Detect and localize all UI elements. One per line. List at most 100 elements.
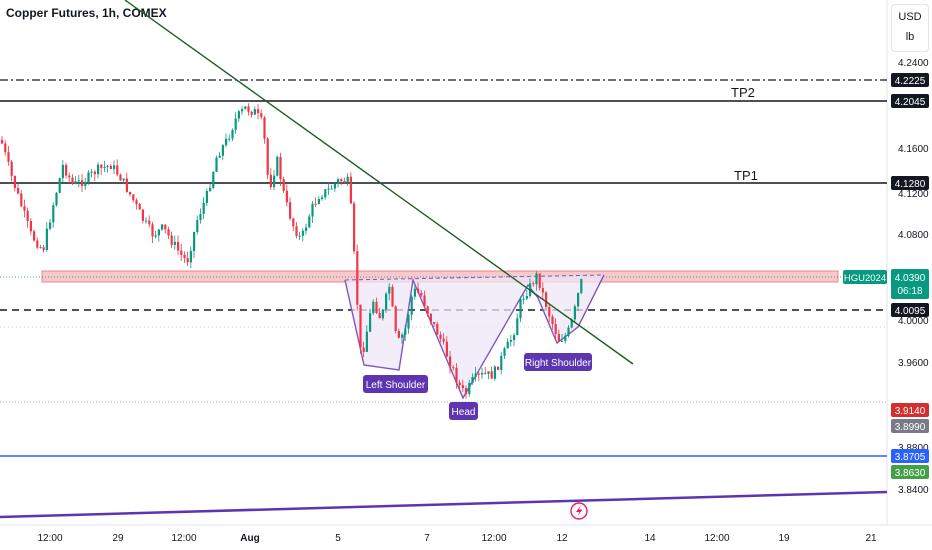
candle-body — [177, 241, 180, 251]
candle-body — [391, 286, 394, 307]
tp2-label: TP2 — [731, 85, 755, 100]
y-tick: 4.0000 — [898, 316, 929, 327]
candle-body — [551, 316, 554, 325]
candle-body — [49, 222, 52, 229]
candle-body — [132, 194, 135, 201]
candle-body — [365, 331, 368, 352]
symbol-badge-bg — [843, 270, 887, 284]
candle-body — [129, 191, 132, 195]
candle-body — [484, 372, 487, 374]
left-shoulder-label: Left Shoulder — [366, 380, 426, 391]
candle-body — [420, 292, 423, 296]
candle-body — [381, 309, 384, 319]
candle-body — [1, 140, 4, 144]
candle-body — [497, 366, 500, 370]
y-tick: 4.1600 — [898, 144, 929, 155]
currency-label: USD — [898, 11, 922, 23]
candle-body — [397, 330, 400, 338]
left-shoulder-badge — [363, 375, 428, 393]
y-tick: 4.2400 — [898, 58, 929, 69]
candle-body — [577, 293, 580, 307]
candle-body — [234, 118, 237, 130]
candle-body — [113, 165, 116, 170]
y-tick: 3.9600 — [898, 358, 929, 369]
candle-body — [311, 203, 314, 217]
candle-body — [324, 189, 327, 198]
candle-body — [439, 334, 442, 339]
candle-body — [260, 113, 263, 118]
candle-body — [477, 373, 480, 375]
candle-body — [23, 206, 26, 211]
price-badge-bg — [891, 465, 929, 479]
rising-trendline-purple[interactable] — [0, 490, 888, 519]
candle-body — [567, 327, 570, 336]
candle-body — [282, 179, 285, 191]
candle-body — [55, 192, 58, 206]
candle-body — [186, 258, 189, 263]
candle-body — [545, 292, 548, 307]
candle-body — [346, 176, 349, 183]
candle-body — [97, 164, 100, 175]
candle-body — [452, 367, 455, 369]
chart-title: Copper Futures, 1h, COMEX — [6, 6, 167, 20]
candle-body — [269, 174, 272, 188]
candle-body — [154, 235, 157, 237]
candle-body — [455, 367, 458, 383]
candle-body — [215, 157, 218, 172]
candle-body — [125, 178, 128, 192]
y-tick: 3.8800 — [898, 443, 929, 454]
candle-body — [522, 298, 525, 300]
candle-body — [279, 156, 282, 180]
candle-body — [481, 372, 484, 375]
candle-body — [84, 182, 87, 186]
candle-body — [4, 143, 7, 153]
lightning-event-icon[interactable] — [570, 502, 588, 520]
x-axis-ticks: 12:00 29 12:00 Aug 5 7 12:00 12 14 12:00… — [37, 533, 877, 544]
candle-body — [119, 174, 122, 181]
x-tick: 12 — [556, 533, 568, 544]
candle-body — [116, 165, 119, 175]
candle-body — [81, 180, 84, 186]
candle-body — [106, 165, 109, 167]
x-tick: 5 — [335, 533, 341, 544]
currency-unit-selector[interactable]: USD lb — [891, 4, 929, 52]
candle-body — [212, 171, 215, 188]
x-tick: 12:00 — [37, 533, 62, 544]
candle-body — [157, 229, 160, 236]
candle-body — [167, 229, 170, 236]
candle-body — [471, 377, 474, 384]
candle-body — [349, 176, 352, 204]
candle-body — [209, 187, 212, 192]
descending-trendline[interactable] — [124, 0, 634, 365]
candlestick-series — [1, 103, 583, 399]
price-label-badges: 4.2225 4.2045 4.1280 4.0095 3.9140 3.899… — [891, 73, 929, 479]
candle-body — [449, 356, 452, 368]
candle-body — [362, 347, 365, 352]
candle-body — [100, 164, 103, 168]
candle-body — [257, 109, 260, 114]
candle-body — [356, 251, 359, 305]
candle-body — [372, 301, 375, 314]
candle-body — [423, 295, 426, 307]
candle-body — [74, 181, 77, 184]
candle-body — [71, 177, 74, 184]
candle-body — [321, 197, 324, 200]
candle-body — [225, 138, 228, 146]
candle-body — [199, 214, 202, 221]
candle-body — [317, 199, 320, 204]
last-price-badge-bg — [891, 269, 929, 299]
candle-body — [77, 180, 80, 182]
candle-body — [148, 220, 151, 225]
price-badge: 3.8990 — [895, 422, 926, 433]
candle-body — [29, 221, 32, 232]
candle-body — [436, 323, 439, 335]
x-tick: 21 — [865, 533, 877, 544]
candle-body — [359, 304, 362, 348]
candle-body — [189, 250, 192, 263]
candle-body — [135, 200, 138, 205]
candle-body — [468, 383, 471, 395]
candle-body — [247, 106, 250, 112]
candle-body — [458, 382, 461, 386]
candle-body — [301, 230, 304, 236]
